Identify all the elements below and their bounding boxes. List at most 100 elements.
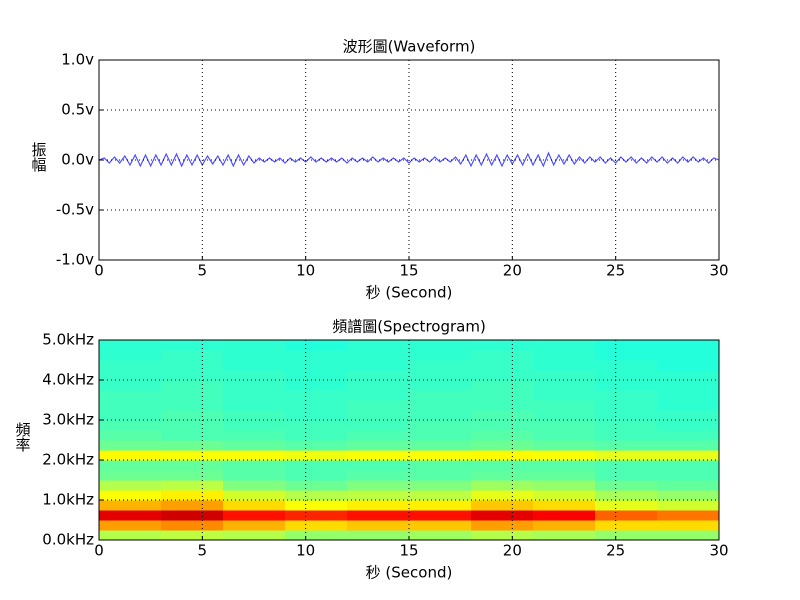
y-tick-label: 5.0kHz <box>42 331 94 349</box>
spectrogram-cell <box>223 460 286 471</box>
spectrogram-cell <box>99 530 162 541</box>
spectrogram-cell <box>99 350 162 361</box>
spectrogram-cell <box>161 420 224 431</box>
spectrogram-cell <box>471 340 534 351</box>
spectrogram-cell <box>533 530 596 541</box>
spectrogram-cell <box>533 500 596 511</box>
y-tick-label: 0.0kHz <box>42 531 94 549</box>
spectrogram-cell <box>223 470 286 481</box>
spectrogram-cell <box>285 480 348 491</box>
spectrogram-cell <box>161 500 224 511</box>
spectrogram-cell <box>657 360 720 371</box>
spectrogram-cell <box>347 400 410 411</box>
x-tick-label: 25 <box>606 262 625 280</box>
spectrogram-cell <box>223 480 286 491</box>
spectrogram-cell <box>285 510 348 521</box>
spectrogram-cell <box>347 380 410 391</box>
spectrogram-cell <box>99 500 162 511</box>
spectrogram-cell <box>409 380 472 391</box>
x-axis-label: 秒 (Second) <box>366 564 453 582</box>
spectrogram-cell <box>595 470 658 481</box>
spectrogram-cell <box>409 370 472 381</box>
spectrogram-cell <box>285 420 348 431</box>
spectrogram-cell <box>595 490 658 501</box>
spectrogram-cell <box>285 490 348 501</box>
chart-title: 波形圖(Waveform) <box>343 38 476 56</box>
spectrogram-cell <box>409 520 472 531</box>
spectrogram-cell <box>409 340 472 351</box>
spectrogram-cell <box>161 520 224 531</box>
spectrogram-cell <box>285 430 348 441</box>
spectrogram-cell <box>99 490 162 501</box>
spectrogram-cell <box>471 400 534 411</box>
spectrogram-cell <box>223 490 286 501</box>
spectrogram-cell <box>471 500 534 511</box>
spectrogram-cell <box>285 520 348 531</box>
spectrogram-cell <box>347 480 410 491</box>
spectrogram-cell <box>223 380 286 391</box>
spectrogram-cell <box>161 370 224 381</box>
x-tick-label: 10 <box>296 262 315 280</box>
spectrogram-cell <box>285 460 348 471</box>
y-tick-label: 1.0kHz <box>42 491 94 509</box>
spectrogram-cell <box>471 430 534 441</box>
spectrogram-cell <box>99 390 162 401</box>
spectrogram-cell <box>533 490 596 501</box>
spectrogram-cell <box>347 460 410 471</box>
spectrogram-cell <box>347 350 410 361</box>
spectrogram-cell <box>285 370 348 381</box>
chart-title: 頻譜圖(Spectrogram) <box>332 318 486 336</box>
subplot: 0 5 10 15 20 25 30 0.0kHz 1.0kHz 2.0kHz 3.0kHz 4.0k… <box>14 318 729 582</box>
spectrogram-cell <box>347 500 410 511</box>
spectrogram-cell <box>347 520 410 531</box>
spectrogram-cell <box>657 480 720 491</box>
spectrogram-cell <box>99 520 162 531</box>
spectrogram-cell <box>99 470 162 481</box>
spectrogram-cell <box>347 390 410 401</box>
spectrogram-cell <box>347 340 410 351</box>
spectrogram-cell <box>347 490 410 501</box>
spectrogram-cell <box>99 430 162 441</box>
spectrogram-cell <box>347 470 410 481</box>
spectrogram-cell <box>347 360 410 371</box>
spectrogram-cell <box>471 530 534 541</box>
spectrogram-cell <box>223 520 286 531</box>
spectrogram-cell <box>595 340 658 351</box>
spectrogram-cell <box>347 430 410 441</box>
spectrogram-cell <box>161 490 224 501</box>
y-tick-label: -0.5v <box>56 201 94 219</box>
spectrogram-cell <box>409 420 472 431</box>
spectrogram-cell <box>347 440 410 451</box>
axes-frame <box>98 339 720 541</box>
spectrogram-cell <box>99 340 162 351</box>
spectrogram-cell <box>657 380 720 391</box>
x-tick-label: 20 <box>503 262 522 280</box>
spectrogram-cell <box>285 400 348 411</box>
spectrogram-cell <box>223 410 286 421</box>
spectrogram-cell <box>223 510 286 521</box>
spectrogram-cell <box>595 370 658 381</box>
spectrogram-cell <box>223 340 286 351</box>
spectrogram-cell <box>471 440 534 451</box>
y-tick-label: 3.0kHz <box>42 411 94 429</box>
x-tick-label: 20 <box>503 542 522 560</box>
y-tick-label: 0.5v <box>61 101 94 119</box>
spectrogram-cell <box>161 470 224 481</box>
x-tick-label: 0 <box>94 542 104 560</box>
spectrogram-cell <box>657 410 720 421</box>
spectrogram-cell <box>533 350 596 361</box>
spectrogram-cell <box>285 380 348 391</box>
spectrogram-cell <box>161 460 224 471</box>
spectrogram-cell <box>161 350 224 361</box>
spectrogram-cell <box>533 380 596 391</box>
y-tick-label: 4.0kHz <box>42 371 94 389</box>
spectrogram-cell <box>99 360 162 371</box>
spectrogram-cell <box>657 390 720 401</box>
spectrogram-cell <box>161 450 224 461</box>
spectrogram-cell <box>533 480 596 491</box>
spectrogram-cell <box>533 410 596 421</box>
spectrogram-cell <box>595 400 658 411</box>
spectrogram-cell <box>657 500 720 511</box>
spectrogram-cell <box>347 510 410 521</box>
spectrogram-cell <box>409 510 472 521</box>
